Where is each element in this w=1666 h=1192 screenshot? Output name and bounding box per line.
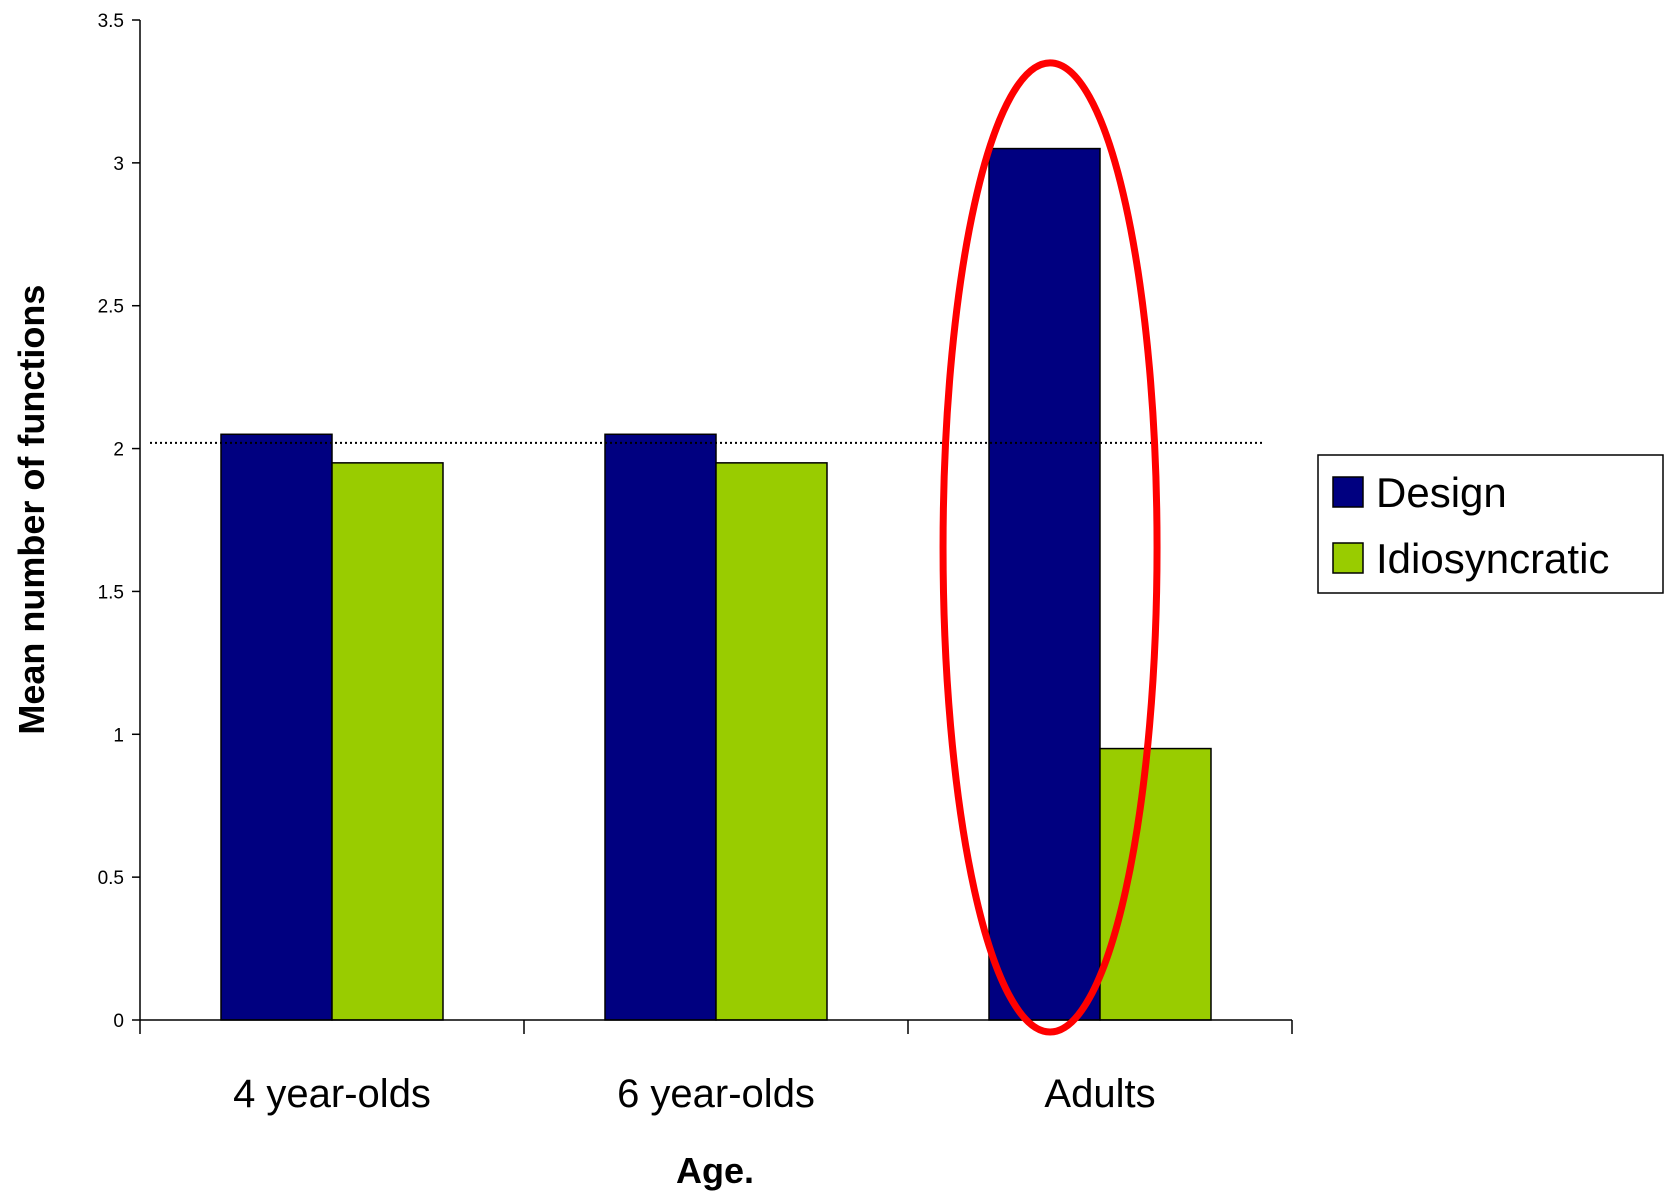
bar-design-1 xyxy=(604,433,717,1021)
legend-swatch-idiosyncratic xyxy=(1332,542,1364,574)
y-tick-label: 3.5 xyxy=(98,11,124,32)
bar-idiosyncratic-1 xyxy=(715,462,828,1021)
bar-idiosyncratic-0 xyxy=(331,462,444,1021)
y-axis-title: Mean number of functions xyxy=(11,285,52,735)
y-tick-label: 2.5 xyxy=(98,297,124,318)
x-category-label: 6 year-olds xyxy=(617,1072,815,1116)
y-tick-label: 1.5 xyxy=(98,582,124,603)
y-tick-label: 0.5 xyxy=(98,868,124,889)
x-category-label: 4 year-olds xyxy=(233,1072,431,1116)
y-tick-label: 1 xyxy=(113,725,124,746)
legend-label-idiosyncratic: Idiosyncratic xyxy=(1376,535,1609,582)
x-axis-title: Age. xyxy=(676,1150,754,1191)
highlight-ellipse xyxy=(939,59,1161,1036)
bar-idiosyncratic-2 xyxy=(1099,747,1212,1021)
bars-group xyxy=(220,147,1212,1021)
legend-box xyxy=(1317,454,1664,594)
x-axis: 4 year-olds 6 year-olds Adults xyxy=(139,1019,1293,1116)
y-tick-label: 2 xyxy=(113,440,124,461)
y-axis: 0 0.5 1 1.5 2 2.5 3 3.5 xyxy=(98,11,141,1032)
bar-design-2 xyxy=(988,147,1101,1021)
legend-swatch-design xyxy=(1332,476,1364,508)
y-tick-label: 0 xyxy=(113,1011,124,1032)
legend-label-design: Design xyxy=(1376,469,1507,516)
legend: Design Idiosyncratic xyxy=(1317,454,1664,594)
bar-design-0 xyxy=(220,433,333,1021)
x-category-label: Adults xyxy=(1044,1072,1155,1116)
y-tick-label: 3 xyxy=(113,154,124,175)
